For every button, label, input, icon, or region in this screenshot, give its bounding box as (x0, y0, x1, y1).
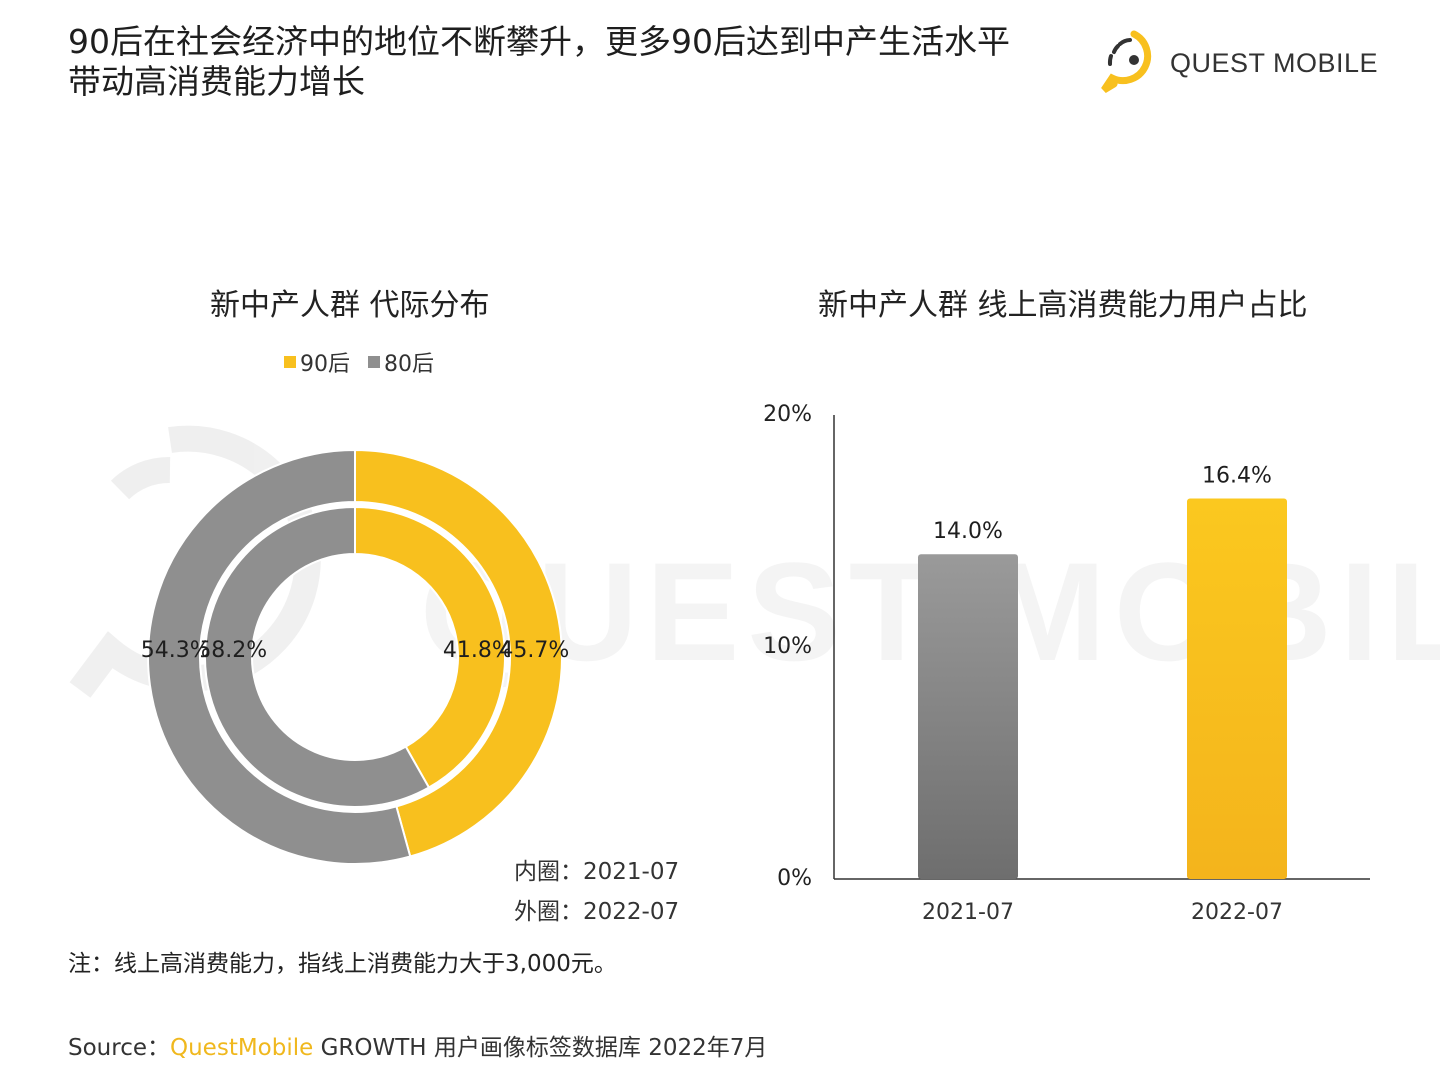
legend-swatch-gray (368, 356, 380, 368)
donut-legend: 90后 80后 (284, 346, 434, 378)
donut-label-outer-80s: 54.3% (141, 638, 211, 663)
donut-slice-outer-90s (354, 448, 563, 858)
donut-label-outer-90s: 45.7% (499, 638, 569, 663)
questmobile-logo: QUEST MOBILE (1090, 18, 1390, 98)
bar-2021-07 (918, 554, 1018, 879)
donut-label-inner-90s: 41.8% (443, 638, 513, 663)
page-title-line-2: 带动高消费能力增长 (68, 62, 365, 101)
questmobile-logo-icon (1101, 30, 1152, 94)
donut-slice-inner-90s (354, 505, 506, 789)
legend-swatch-yellow (284, 356, 296, 368)
bar-y-tick-label: 0% (777, 866, 812, 891)
bar-value-label: 14.0% (933, 519, 1003, 544)
inner-ring-note: 内圈：2021-07 (514, 859, 680, 885)
donut-slice-outer-80s (147, 448, 412, 865)
bar-y-tick-label: 10% (763, 634, 812, 659)
donut-slice-inner-80s (204, 505, 431, 808)
bar-chart-title: 新中产人群 线上高消费能力用户占比 (818, 288, 1308, 323)
source-prefix: Source： (68, 1035, 170, 1061)
page-title: 90后在社会经济中的地位不断攀升，更多90后达到中产生活水平 带动高消费能力增长 (68, 22, 1088, 102)
legend-item-90s: 90后 (284, 346, 350, 378)
bar-y-tick-label: 20% (763, 402, 812, 427)
source-rest: GROWTH 用户画像标签数据库 2022年7月 (313, 1035, 768, 1061)
legend-label-90s: 90后 (300, 352, 350, 377)
source-line: Source：QuestMobile GROWTH 用户画像标签数据库 2022… (68, 1028, 767, 1062)
page-title-line-1: 90后在社会经济中的地位不断攀升，更多90后达到中产生活水平 (68, 22, 1010, 61)
donut-chart: 41.8% 58.2% 45.7% 54.3% (141, 448, 569, 865)
bar-value-label: 16.4% (1202, 464, 1272, 489)
donut-chart-title: 新中产人群 代际分布 (210, 288, 490, 323)
bar-category-label: 2021-07 (922, 900, 1014, 925)
donut-label-inner-80s: 58.2% (197, 638, 267, 663)
bar-2022-07 (1187, 498, 1287, 879)
source-brand: QuestMobile (170, 1035, 314, 1061)
bar-category-label: 2022-07 (1191, 900, 1283, 925)
footnote: 注：线上高消费能力，指线上消费能力大于3,000元。 (68, 951, 617, 977)
legend-item-80s: 80后 (368, 346, 434, 378)
legend-label-80s: 80后 (384, 352, 434, 377)
bar-chart: 0% 10% 20% 14.0% 2021-07 16.4% 2022-07 (763, 402, 1370, 925)
outer-ring-note: 外圈：2022-07 (514, 899, 680, 925)
logo-text: QUEST MOBILE (1170, 48, 1379, 78)
